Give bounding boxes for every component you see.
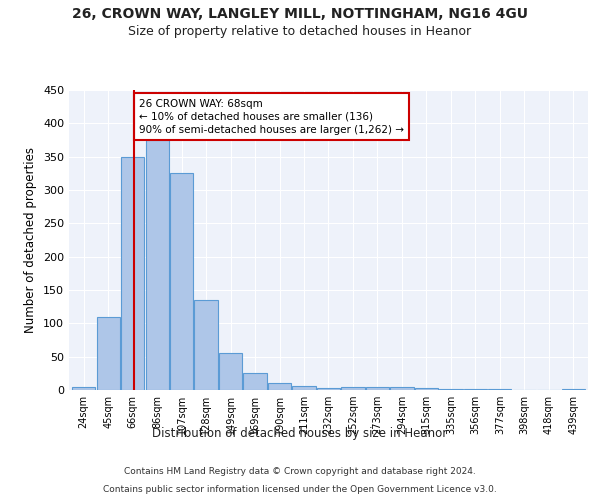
Y-axis label: Number of detached properties: Number of detached properties xyxy=(25,147,37,333)
Text: 26, CROWN WAY, LANGLEY MILL, NOTTINGHAM, NG16 4GU: 26, CROWN WAY, LANGLEY MILL, NOTTINGHAM,… xyxy=(72,8,528,22)
Bar xyxy=(366,386,389,390)
Bar xyxy=(292,386,316,390)
Text: Distribution of detached houses by size in Heanor: Distribution of detached houses by size … xyxy=(152,428,448,440)
Bar xyxy=(194,300,218,390)
Bar xyxy=(146,140,169,390)
Bar xyxy=(391,386,413,390)
Bar xyxy=(415,388,438,390)
Bar xyxy=(72,386,95,390)
Text: 26 CROWN WAY: 68sqm
← 10% of detached houses are smaller (136)
90% of semi-detac: 26 CROWN WAY: 68sqm ← 10% of detached ho… xyxy=(139,98,404,135)
Bar xyxy=(219,354,242,390)
Bar xyxy=(317,388,340,390)
Bar xyxy=(268,384,291,390)
Text: Size of property relative to detached houses in Heanor: Size of property relative to detached ho… xyxy=(128,25,472,38)
Bar xyxy=(562,388,585,390)
Bar xyxy=(97,316,120,390)
Bar xyxy=(121,156,144,390)
Text: Contains public sector information licensed under the Open Government Licence v3: Contains public sector information licen… xyxy=(103,485,497,494)
Text: Contains HM Land Registry data © Crown copyright and database right 2024.: Contains HM Land Registry data © Crown c… xyxy=(124,468,476,476)
Bar xyxy=(170,174,193,390)
Bar xyxy=(341,386,365,390)
Bar xyxy=(244,374,266,390)
